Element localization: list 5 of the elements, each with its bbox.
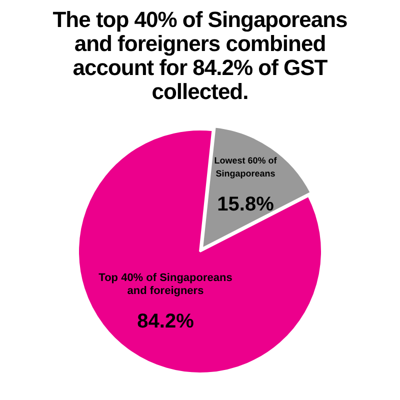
slice-label: Top 40% of Singaporeans and foreigners	[98, 272, 232, 297]
chart-title: The top 40% of Singaporeans and foreigners combined account for 84.2% of GST collected.	[52, 7, 348, 104]
data-label: 15.8%	[217, 194, 274, 216]
slice-label: Lowest 60% of Singaporeans	[214, 156, 278, 179]
data-label: 84.2%	[137, 310, 194, 332]
